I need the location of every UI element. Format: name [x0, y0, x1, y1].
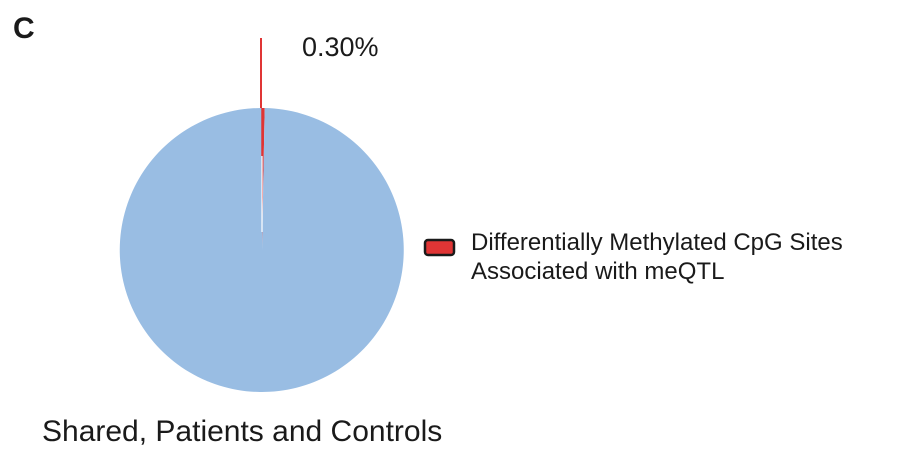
pie-plot	[119, 107, 404, 392]
legend-label-line-1: Differentially Methylated CpG Sites	[471, 229, 843, 256]
pie-slice-1	[119, 107, 404, 392]
legend-swatch	[423, 238, 456, 257]
legend: Differentially Methylated CpG Sites Asso…	[423, 229, 843, 285]
slice-percent-label: 0.30%	[302, 32, 379, 62]
chart-caption: Shared, Patients and Controls	[42, 415, 442, 448]
legend-label-line-2: Associated with meQTL	[471, 258, 724, 285]
panel-label: C	[13, 12, 35, 45]
